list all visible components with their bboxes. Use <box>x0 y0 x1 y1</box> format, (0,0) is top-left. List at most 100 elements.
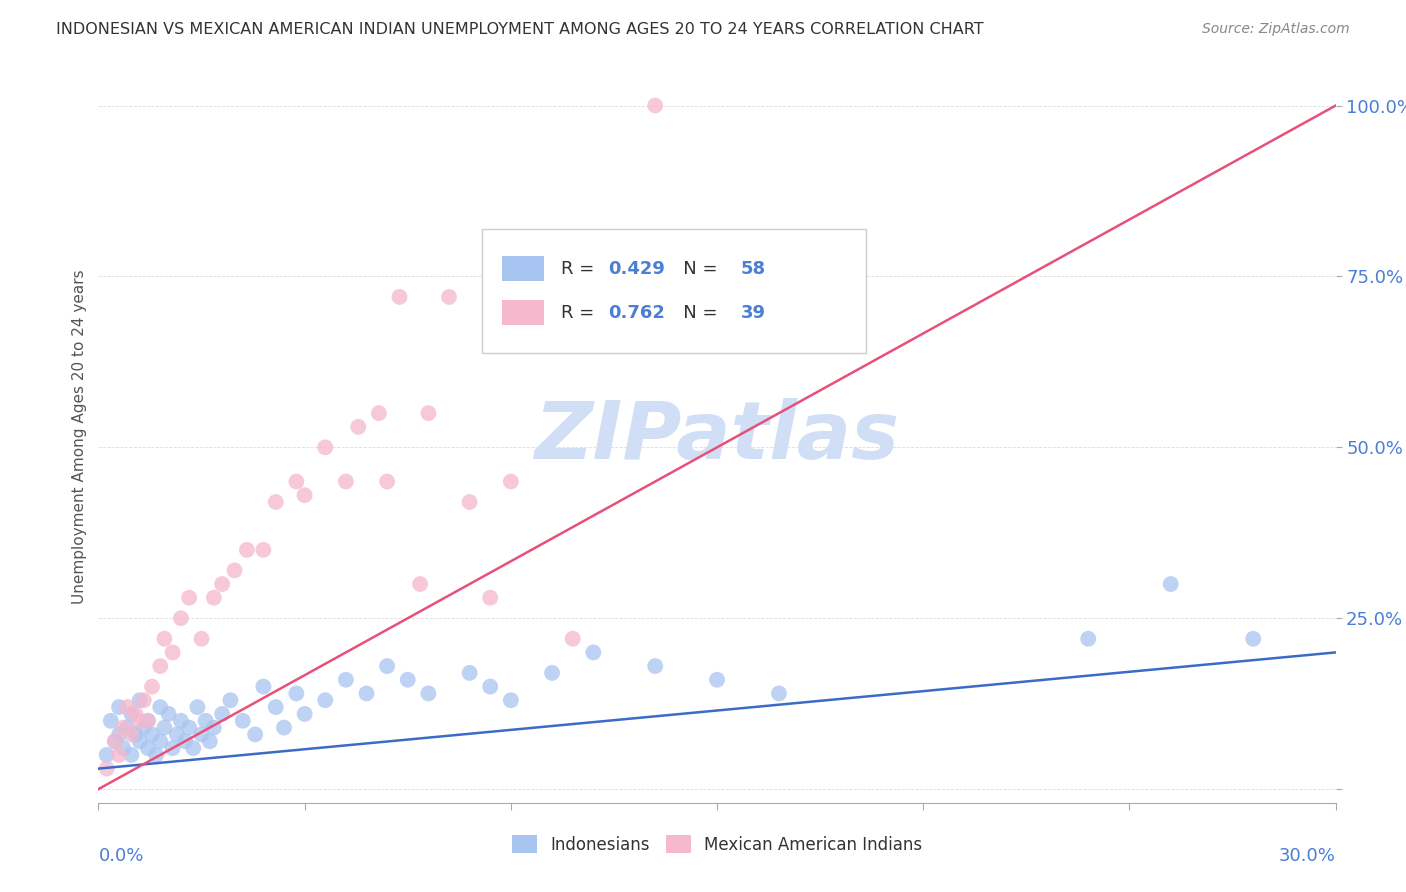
Text: 0.429: 0.429 <box>609 260 665 277</box>
Point <box>194 714 217 728</box>
Point <box>561 632 583 646</box>
Point <box>128 734 150 748</box>
Point <box>479 680 502 694</box>
Point <box>104 734 127 748</box>
Text: R =: R = <box>561 304 600 322</box>
Point <box>499 475 522 489</box>
Point <box>124 727 146 741</box>
Point <box>458 665 481 680</box>
Point <box>190 632 212 646</box>
Point <box>418 406 440 420</box>
Point <box>100 714 122 728</box>
Text: 0.762: 0.762 <box>609 304 665 322</box>
Point <box>112 741 135 756</box>
Point <box>166 727 188 741</box>
FancyBboxPatch shape <box>502 301 544 326</box>
Point <box>157 706 180 721</box>
Point <box>232 714 254 728</box>
Point <box>211 577 233 591</box>
Text: Source: ZipAtlas.com: Source: ZipAtlas.com <box>1202 22 1350 37</box>
Point <box>170 714 193 728</box>
Point <box>149 700 172 714</box>
Point <box>108 747 131 762</box>
Point <box>198 734 221 748</box>
Point <box>285 475 308 489</box>
Point <box>149 659 172 673</box>
Point <box>96 762 118 776</box>
Point <box>186 700 208 714</box>
FancyBboxPatch shape <box>502 256 544 281</box>
Point <box>347 420 370 434</box>
Point <box>479 591 502 605</box>
Point <box>388 290 411 304</box>
Text: 0.0%: 0.0% <box>98 847 143 864</box>
Text: N =: N = <box>666 304 724 322</box>
Point <box>120 747 142 762</box>
Point <box>396 673 419 687</box>
Point <box>582 645 605 659</box>
Point <box>108 727 131 741</box>
Point <box>264 700 287 714</box>
Text: 39: 39 <box>741 304 766 322</box>
Point <box>190 727 212 741</box>
Point <box>273 721 295 735</box>
Point <box>285 686 308 700</box>
Point <box>314 693 336 707</box>
Point <box>768 686 790 700</box>
Point <box>541 665 564 680</box>
Point <box>117 721 139 735</box>
Point <box>236 542 259 557</box>
Point <box>294 706 316 721</box>
Point <box>458 495 481 509</box>
Point <box>706 673 728 687</box>
Point <box>409 577 432 591</box>
Point <box>202 591 225 605</box>
Text: INDONESIAN VS MEXICAN AMERICAN INDIAN UNEMPLOYMENT AMONG AGES 20 TO 24 YEARS COR: INDONESIAN VS MEXICAN AMERICAN INDIAN UN… <box>56 22 984 37</box>
Point <box>314 440 336 454</box>
Point <box>124 706 146 721</box>
Point <box>243 727 266 741</box>
Point <box>128 714 150 728</box>
Point <box>1077 632 1099 646</box>
Point <box>108 700 131 714</box>
Point <box>149 734 172 748</box>
Point <box>153 721 176 735</box>
Legend: Indonesians, Mexican American Indians: Indonesians, Mexican American Indians <box>505 829 929 860</box>
Point <box>136 714 159 728</box>
Point <box>335 673 357 687</box>
Point <box>96 747 118 762</box>
Point <box>136 714 159 728</box>
Point <box>179 591 201 605</box>
Point <box>264 495 287 509</box>
Point <box>162 741 184 756</box>
Text: ZIPatlas: ZIPatlas <box>534 398 900 476</box>
Y-axis label: Unemployment Among Ages 20 to 24 years: Unemployment Among Ages 20 to 24 years <box>72 269 87 605</box>
Point <box>174 734 197 748</box>
Point <box>644 98 666 112</box>
Point <box>141 680 163 694</box>
Point <box>136 741 159 756</box>
Point <box>128 693 150 707</box>
Text: R =: R = <box>561 260 600 277</box>
Point <box>120 706 142 721</box>
Point <box>437 290 460 304</box>
Point <box>294 488 316 502</box>
Point <box>112 721 135 735</box>
Point <box>179 721 201 735</box>
Point <box>132 721 155 735</box>
Text: 30.0%: 30.0% <box>1279 847 1336 864</box>
Point <box>375 475 398 489</box>
Point <box>252 680 274 694</box>
Point <box>120 727 142 741</box>
Point <box>162 645 184 659</box>
Point <box>1160 577 1182 591</box>
Point <box>499 693 522 707</box>
Text: N =: N = <box>666 260 724 277</box>
Point <box>145 747 167 762</box>
Point <box>181 741 204 756</box>
FancyBboxPatch shape <box>482 228 866 353</box>
Point <box>252 542 274 557</box>
Point <box>644 659 666 673</box>
Point <box>224 563 246 577</box>
Text: 58: 58 <box>741 260 766 277</box>
